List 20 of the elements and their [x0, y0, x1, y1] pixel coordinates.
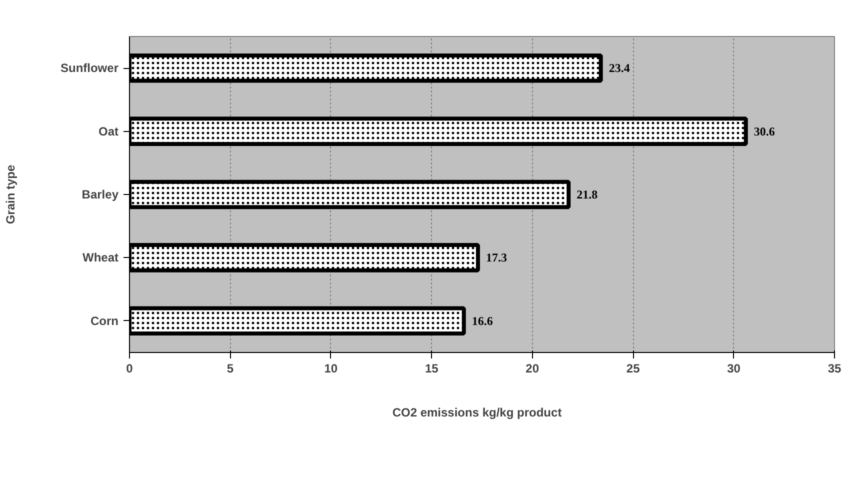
- x-tick-label: 35: [828, 362, 842, 376]
- x-axis-title: CO2 emissions kg/kg product: [392, 406, 562, 420]
- x-tick-label: 25: [626, 362, 640, 376]
- y-tick-label: Wheat: [82, 250, 119, 265]
- y-tick-label: Barley: [82, 188, 119, 202]
- x-tick-label: 10: [324, 362, 338, 376]
- data-label: 16.6: [472, 314, 493, 328]
- x-tick-label: 20: [526, 362, 540, 376]
- y-axis-title: Grain type: [4, 164, 18, 224]
- x-tick-label: 5: [226, 362, 234, 376]
- y-tick-label: Corn: [90, 314, 119, 328]
- x-tick-label: 15: [424, 362, 439, 376]
- data-label: 17.3: [486, 250, 507, 265]
- data-label: 23.4: [608, 61, 630, 76]
- x-tick-label: 30: [727, 362, 741, 376]
- data-label: 30.6: [754, 124, 775, 138]
- y-tick-label: Sunflower: [60, 61, 119, 76]
- data-label: 21.8: [576, 188, 598, 202]
- x-tick-label: 0: [126, 362, 134, 376]
- y-tick-label: Oat: [98, 124, 119, 138]
